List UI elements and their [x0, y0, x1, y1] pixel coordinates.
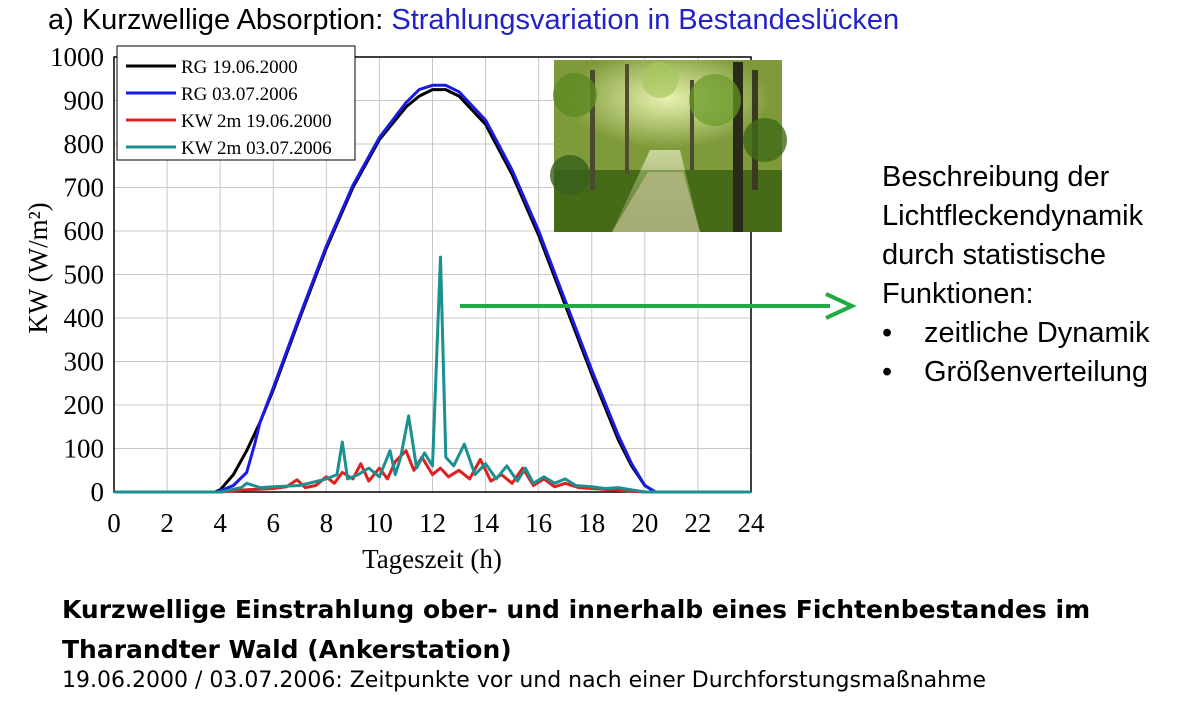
y-tick-label: 0: [91, 477, 105, 507]
y-tick-label: 100: [64, 434, 105, 464]
y-tick-label: 400: [64, 303, 105, 333]
y-tick-label: 1000: [50, 42, 104, 72]
x-tick-label: 8: [320, 508, 334, 538]
x-tick-label: 20: [631, 508, 658, 538]
series-layer: [114, 83, 751, 494]
y-tick-label: 600: [64, 216, 105, 246]
legend-label-4: KW 2m 03.07.2006: [181, 138, 332, 159]
x-tick-label: 6: [267, 508, 281, 538]
bullet-text-2: Größenverteilung: [924, 356, 1149, 388]
y-tick-label: 800: [64, 129, 105, 159]
description-line-3: durch statistische: [882, 239, 1107, 271]
y-axis-label: KW (W/m²): [23, 202, 53, 333]
y-tick-label: 700: [64, 173, 105, 203]
bullet-dot-1: •: [882, 317, 893, 349]
x-tick-label: 0: [107, 508, 121, 538]
chart-legend: RG 19.06.2000 RG 03.07.2006 KW 2m 19.06.20…: [116, 45, 356, 161]
x-tick-label: 2: [160, 508, 174, 538]
series-line-2: [114, 83, 751, 494]
x-tick-label: 16: [525, 508, 552, 538]
x-tick-label: 4: [213, 508, 227, 538]
caption-title-line-2: Tharandter Wald (Ankerstation): [62, 635, 512, 664]
description-line-1: Beschreibung der: [882, 161, 1110, 193]
series-line-4: [114, 255, 751, 494]
caption-title: Kurzwellige Einstrahlung ober- und inner…: [62, 590, 1090, 670]
legend-label-3: KW 2m 19.06.2000: [181, 111, 332, 132]
bullet-text-1: zeitliche Dynamik: [924, 317, 1150, 349]
y-tick-label: 900: [64, 86, 105, 116]
bullet-dot-2: •: [882, 356, 893, 388]
x-tick-label: 22: [684, 508, 711, 538]
x-tick-label: 18: [578, 508, 605, 538]
forest-photo: [550, 60, 787, 232]
legend-label-1: RG 19.06.2000: [181, 57, 298, 78]
bullet-item-groesse: • Größenverteilung: [882, 353, 1150, 392]
description-line-2: Lichtfleckendynamik: [882, 200, 1144, 232]
description-block: Beschreibung der Lichtfleckendynamik dur…: [882, 158, 1150, 392]
y-tick-label: 300: [64, 347, 105, 377]
x-tick-label: 12: [419, 508, 446, 538]
slide-heading: a) Kurzwellige Absorption: Strahlungsvar…: [48, 4, 899, 37]
x-axis-label: Tageszeit (h): [362, 544, 502, 574]
x-tick-label: 14: [472, 508, 500, 538]
plot-frame: [113, 56, 752, 493]
x-tick-label: 24: [738, 508, 766, 538]
x-tick-labels: 0 2 4 6 8 10 12 14 16 18 20 22 24: [107, 508, 765, 538]
green-arrow: [460, 292, 857, 320]
x-tick-label: 10: [366, 508, 393, 538]
legend-label-2: RG 03.07.2006: [181, 84, 298, 105]
y-tick-labels: 0 100 200 300 400 500 600 700 800 900 1000: [50, 42, 104, 507]
caption-note: 19.06.2000 / 03.07.2006: Zeitpunkte vor …: [62, 668, 987, 693]
y-tick-label: 500: [64, 260, 105, 290]
description-line-4: Funktionen:: [882, 278, 1034, 310]
heading-prefix: a) Kurzwellige Absorption:: [48, 4, 384, 36]
heading-highlight: Strahlungsvariation in Bestandeslücken: [391, 4, 900, 36]
caption-title-line-1: Kurzwellige Einstrahlung ober- und inner…: [62, 595, 1091, 624]
bullet-item-dynamik: • zeitliche Dynamik: [882, 314, 1150, 353]
y-tick-label: 200: [64, 390, 105, 420]
